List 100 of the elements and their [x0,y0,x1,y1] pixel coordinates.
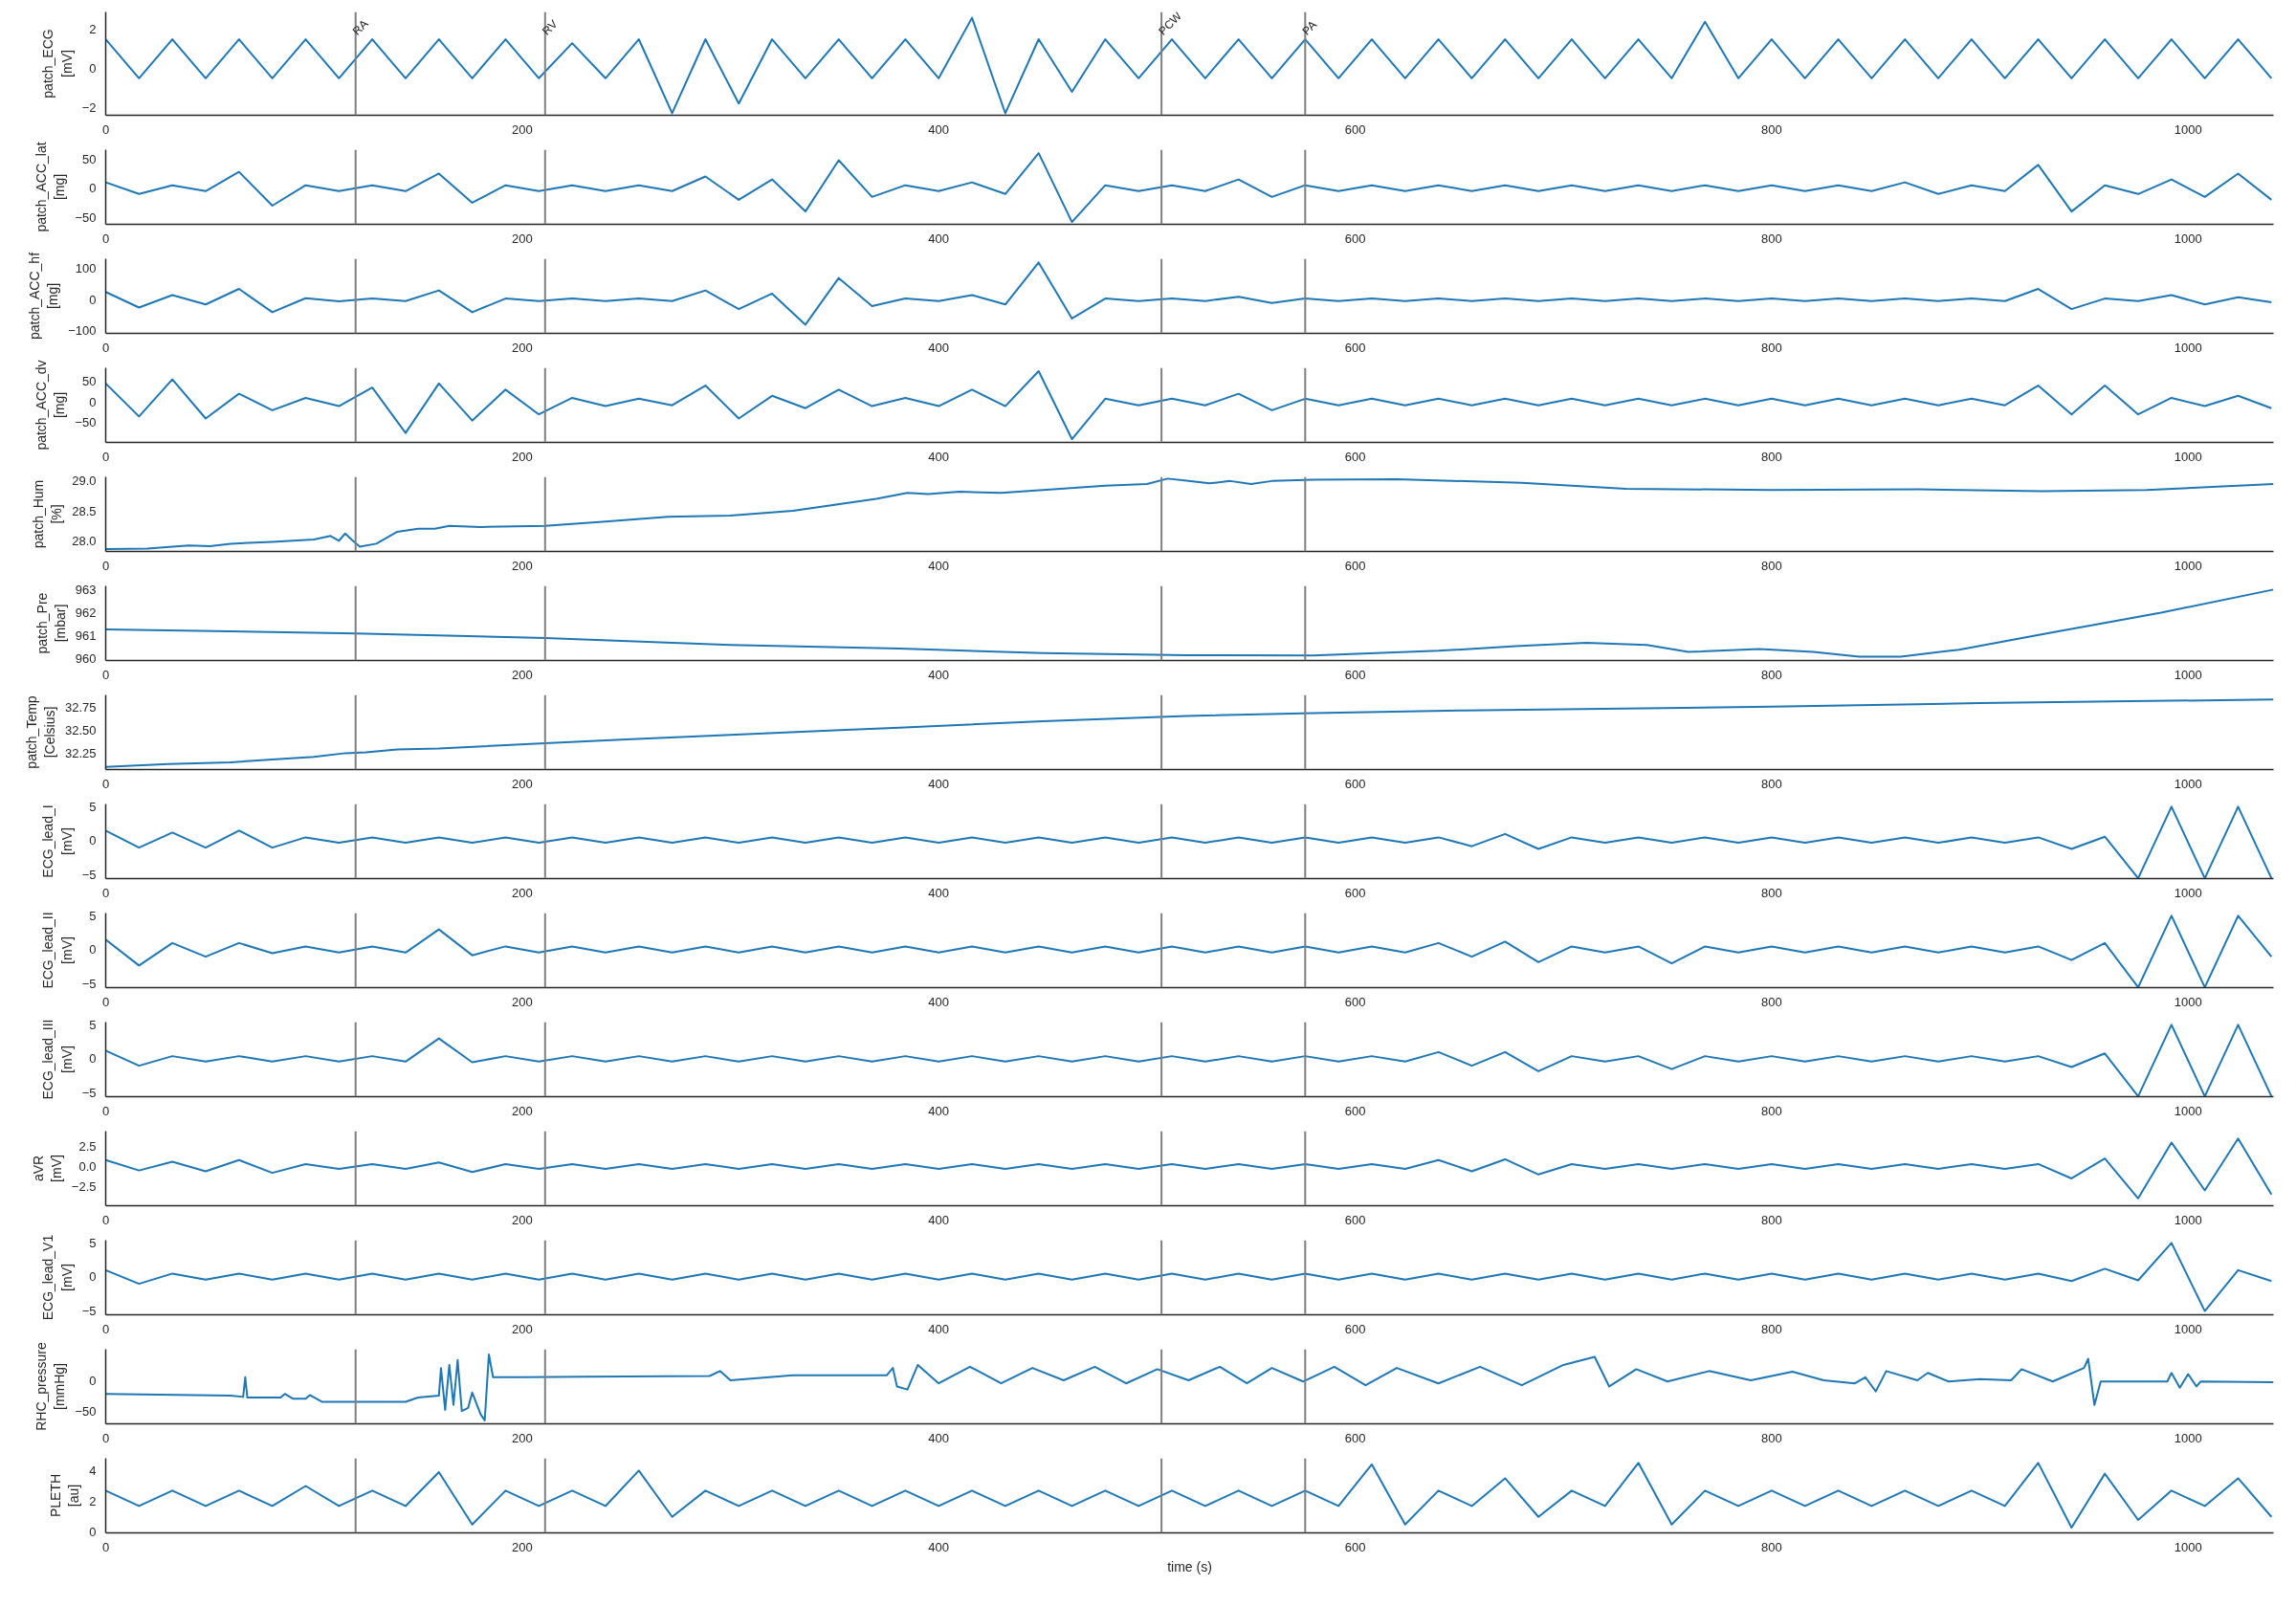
x-tick-label: 0 [101,1103,110,1118]
x-tick-label: 0 [101,994,110,1009]
y-tick-label: 5 [89,799,97,814]
y-tick-label: 962 [75,605,97,621]
x-tick-label: 400 [928,449,950,464]
y-tick-label: 32.25 [64,745,97,760]
x-tick-label: 200 [512,558,533,573]
y-axis-title: patch_ACC_hf [mg] [27,252,61,341]
y-tick-label: 2 [89,22,97,37]
x-tick-label: 200 [512,121,533,137]
x-tick-label: 600 [1344,1212,1366,1227]
x-tick-label: 800 [1761,340,1782,355]
x-tick-label: 600 [1344,776,1366,791]
y-tick-label: 0 [89,181,97,196]
y-tick-label: 100 [75,261,97,276]
ref-line-label: RV [539,16,561,38]
x-tick-label: 600 [1344,1539,1366,1554]
x-tick-label: 400 [928,121,950,137]
x-tick-label: 800 [1761,558,1782,573]
y-tick-label: 28.0 [72,533,97,548]
y-tick-label: 0 [89,292,97,307]
y-tick-label: 5 [89,908,97,923]
y-tick-label: −2 [81,99,97,115]
y-tick-label: −2.5 [71,1178,97,1194]
x-tick-label: 0 [101,667,110,682]
ref-line-label: PA [1299,17,1319,38]
y-tick-label: 0.0 [78,1158,97,1174]
y-tick-label: 50 [82,374,97,389]
y-axis-title: ECG_lead_I [mV] [40,804,75,878]
y-tick-label: 963 [75,582,97,597]
y-axis-title: aVR [mV] [30,1155,64,1182]
x-tick-label: 600 [1344,994,1366,1009]
y-axis-title: patch_ACC_dv [mg] [33,360,68,451]
x-tick-label: 1000 [2174,1103,2202,1118]
x-tick-label: 400 [928,667,950,682]
y-axis-title: ECG_lead_III [mV] [40,1019,75,1100]
x-tick-label: 0 [101,1430,110,1445]
x-tick-label: 0 [101,1212,110,1227]
x-tick-label: 200 [512,994,533,1009]
x-tick-label: 800 [1761,994,1782,1009]
x-tick-label: 600 [1344,558,1366,573]
y-axis-title: ECG_lead_II [mV] [40,912,75,989]
x-tick-label: 1000 [2174,1321,2202,1336]
x-tick-label: 800 [1761,1321,1782,1336]
y-axis-title: patch_ACC_lat [mg] [33,142,68,232]
y-tick-label: 32.50 [64,723,97,738]
x-tick-label: 0 [101,558,110,573]
y-tick-label: 0 [89,1051,97,1067]
y-tick-label: 0 [89,61,97,77]
y-tick-label: 5 [89,1235,97,1250]
y-tick-label: 5 [89,1017,97,1032]
x-tick-label: 1000 [2174,1212,2202,1227]
y-tick-label: 0 [89,1525,97,1540]
x-tick-label: 1000 [2174,449,2202,464]
x-tick-label: 400 [928,231,950,246]
y-tick-label: 4 [89,1463,97,1478]
y-tick-label: 32.75 [64,700,97,715]
y-tick-label: 29.0 [72,473,97,489]
y-axis-title: ECG_lead_V1 [mV] [40,1234,75,1321]
y-axis-title: RHC_pressure [mmHg] [33,1341,68,1431]
y-tick-label: 0 [89,1269,97,1285]
x-tick-label: 600 [1344,885,1366,900]
y-axis-title: patch_Pre [mbar] [33,592,68,654]
x-tick-label: 0 [101,885,110,900]
x-tick-label: 200 [512,1103,533,1118]
x-tick-label: 200 [512,1321,533,1336]
x-axis-title: time (s) [1167,1558,1212,1574]
y-tick-label: 2 [89,1494,97,1509]
x-tick-label: 400 [928,558,950,573]
x-tick-label: 200 [512,667,533,682]
x-tick-label: 400 [928,1539,950,1554]
x-tick-label: 600 [1344,340,1366,355]
x-tick-label: 0 [101,121,110,137]
x-tick-label: 400 [928,1103,950,1118]
y-tick-label: 961 [75,628,97,644]
x-tick-label: 800 [1761,885,1782,900]
x-tick-label: 800 [1761,776,1782,791]
y-tick-label: −50 [75,415,97,430]
x-tick-label: 400 [928,1321,950,1336]
x-tick-label: 600 [1344,121,1366,137]
y-tick-label: 0 [89,833,97,848]
y-tick-label: 50 [82,151,97,166]
x-tick-label: 1000 [2174,1539,2202,1554]
x-tick-label: 400 [928,885,950,900]
x-tick-label: 600 [1344,1103,1366,1118]
x-tick-label: 600 [1344,1430,1366,1445]
x-tick-label: 1000 [2174,667,2202,682]
y-tick-label: 0 [89,942,97,958]
y-tick-label: 0 [89,1373,97,1388]
y-axis-title: PLETH [au] [48,1473,82,1518]
x-tick-label: 400 [928,1212,950,1227]
y-axis-title: patch_Temp [Celsius] [23,695,57,769]
x-tick-label: 400 [928,994,950,1009]
y-tick-label: 28.5 [72,503,97,518]
x-tick-label: 400 [928,776,950,791]
x-tick-label: 1000 [2174,340,2202,355]
x-tick-label: 1000 [2174,885,2202,900]
x-tick-label: 600 [1344,1321,1366,1336]
y-tick-label: −5 [81,868,97,883]
y-tick-label: −50 [75,209,97,225]
